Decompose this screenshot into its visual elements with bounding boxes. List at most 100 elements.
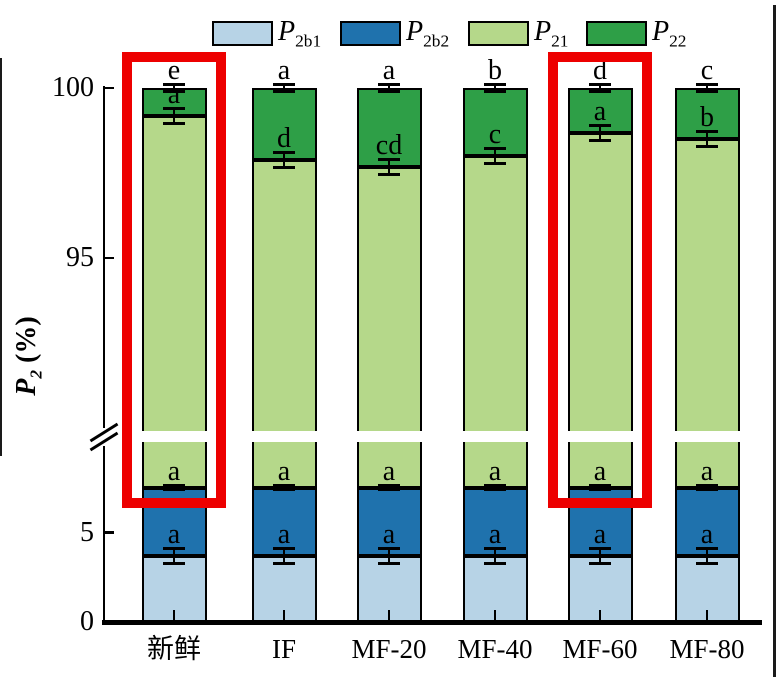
bar-segment-P2b2	[674, 487, 740, 556]
error-bar-stem	[282, 150, 286, 169]
y-tick-mark	[104, 86, 114, 90]
error-bar-stem	[598, 546, 602, 565]
error-bar	[163, 546, 185, 565]
significance-letter: a	[700, 518, 714, 550]
error-bar-stem	[172, 83, 176, 94]
error-bar-stem	[387, 157, 391, 176]
legend-swatch-P2b1	[212, 21, 273, 46]
significance-letter: a	[167, 78, 181, 110]
x-tick-label: IF	[271, 634, 296, 664]
significance-letter: a	[382, 518, 396, 550]
y-tick-label: 5	[80, 516, 94, 548]
significance-letter: a	[277, 55, 291, 87]
bar-segment-P22	[356, 88, 422, 167]
bar-segment-P2b1	[674, 555, 740, 622]
error-bar	[378, 83, 400, 94]
error-bar-stem	[493, 546, 497, 565]
significance-letter: b	[488, 55, 502, 87]
significance-letter: d	[277, 122, 291, 154]
x-tick-label: MF-20	[351, 634, 427, 664]
legend-label-base: P	[278, 16, 296, 47]
error-bar	[696, 484, 718, 492]
error-bar	[484, 484, 506, 492]
error-bar-stem	[705, 83, 709, 94]
bar-segment-P21	[674, 139, 740, 488]
legend-label-subscript: 22	[669, 31, 687, 51]
legend-label-subscript: 2b1	[295, 31, 322, 51]
legend-label-base: P	[406, 16, 424, 47]
legend-label-P2b2: P2b2	[406, 15, 449, 51]
significance-letter: a	[167, 518, 181, 550]
error-bar	[378, 484, 400, 492]
bar-segment-P2b2	[462, 487, 528, 556]
error-bar-stem	[598, 83, 602, 94]
figure-border-left-line	[0, 58, 2, 456]
significance-letter: a	[593, 518, 607, 550]
error-bar	[273, 484, 295, 492]
significance-letter: a	[382, 55, 396, 87]
error-bar-stem	[387, 83, 391, 94]
bar-segment-P21	[141, 115, 207, 488]
significance-letter: a	[488, 518, 502, 550]
error-bar	[378, 157, 400, 176]
error-bar	[273, 150, 295, 169]
significance-letter: a	[488, 456, 502, 488]
error-bar-stem	[282, 484, 286, 492]
highlight-rectangle-5	[548, 52, 652, 508]
error-bar-stem	[493, 83, 497, 94]
error-bar	[273, 83, 295, 94]
y-axis-title: P2 (%)	[11, 256, 46, 456]
significance-letter: cd	[375, 129, 403, 161]
error-bar	[163, 83, 185, 94]
x-tick-mark	[598, 610, 602, 620]
legend-label-base: P	[652, 16, 670, 47]
x-tick-mark	[282, 610, 286, 620]
bar-segment-P21	[567, 132, 633, 488]
y-tick-label: 0	[80, 606, 94, 637]
error-bar-stem	[282, 83, 286, 94]
error-bar	[589, 83, 611, 94]
y-axis-title-unit: (%)	[11, 316, 42, 363]
y-tick-label: 100	[52, 72, 94, 104]
y-tick-mark	[104, 256, 114, 260]
figure-border-right-line	[773, 5, 776, 677]
legend-swatch-P22	[586, 21, 647, 46]
x-tick-label: MF-80	[669, 634, 745, 664]
error-bar-stem	[705, 484, 709, 492]
error-bar	[696, 130, 718, 149]
y-tick-label: 95	[66, 242, 94, 274]
significance-letter: b	[700, 102, 714, 134]
x-tick-mark	[387, 610, 391, 620]
error-bar	[378, 546, 400, 565]
error-bar-stem	[387, 484, 391, 492]
legend-label-subscript: 21	[551, 31, 569, 51]
significance-letter: c	[488, 119, 502, 151]
x-tick-label: MF-60	[562, 634, 638, 664]
error-bar	[163, 106, 185, 125]
significance-letter: a	[700, 456, 714, 488]
error-bar	[589, 546, 611, 565]
error-bar	[484, 546, 506, 565]
y-tick-mark	[104, 531, 114, 534]
bar-segment-P2b2	[251, 487, 317, 556]
error-bar-stem	[598, 123, 602, 142]
y-axis-title-symbol: P	[11, 378, 42, 396]
error-bar	[273, 546, 295, 565]
error-bar-stem	[493, 147, 497, 166]
error-bar-stem	[387, 546, 391, 565]
axis-break-band	[105, 430, 772, 442]
error-bar-stem	[172, 106, 176, 125]
y-axis-line-upper	[102, 86, 105, 428]
x-tick-label: 新鲜	[147, 634, 201, 664]
legend-swatch-P21	[468, 21, 529, 46]
error-bar	[696, 83, 718, 94]
x-tick-mark	[705, 610, 709, 620]
error-bar-stem	[172, 546, 176, 565]
significance-letter: d	[593, 55, 607, 87]
error-bar	[696, 546, 718, 565]
y-axis-line-lower	[102, 446, 105, 622]
significance-letter: a	[277, 518, 291, 550]
error-bar	[163, 484, 185, 492]
significance-letter: a	[593, 456, 607, 488]
